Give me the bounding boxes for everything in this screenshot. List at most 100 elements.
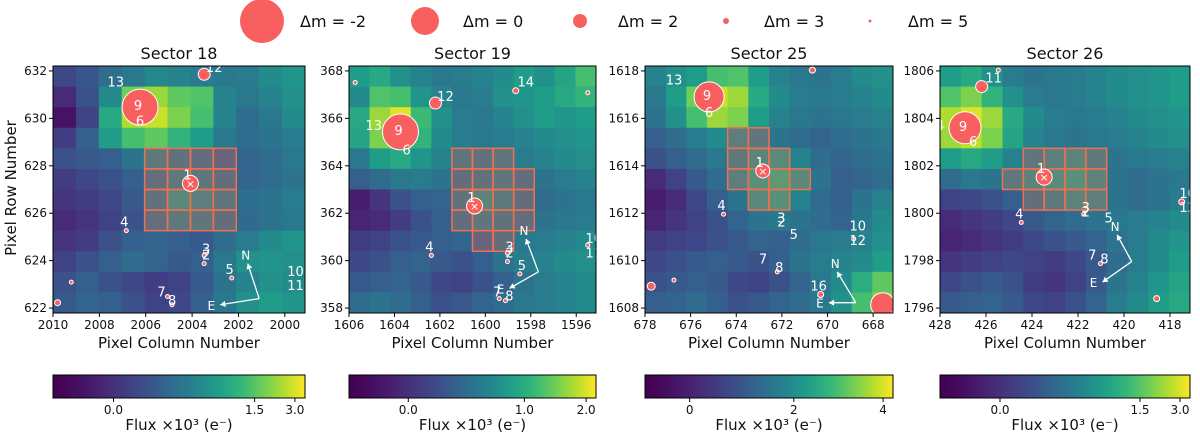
colorbar-label: Flux ×10³ (e⁻) [715, 416, 822, 434]
heatmap-cell [53, 292, 77, 313]
heatmap-cell [831, 66, 853, 88]
heatmap-cell [1065, 189, 1087, 211]
star-circle [693, 81, 725, 113]
heatmap-cell [554, 230, 576, 252]
star-marker: 9 [121, 88, 159, 126]
heatmap-cell [144, 292, 169, 313]
heatmap-cell [1065, 127, 1087, 149]
heatmap-cell [554, 148, 576, 170]
star-marker: 5 [517, 259, 526, 277]
heatmap-cell [707, 127, 729, 149]
heatmap-cell [534, 127, 556, 149]
heatmap-cell [960, 251, 983, 273]
heatmap-cell [831, 251, 853, 273]
heatmap-cell [493, 230, 515, 252]
heatmap-cell [1148, 168, 1170, 190]
heatmap-cell [259, 86, 283, 108]
heatmap-cell [1044, 107, 1066, 129]
star-circle [502, 298, 508, 304]
heatmap-cell [1169, 210, 1190, 232]
y-tick-label: 1796 [903, 301, 934, 315]
heatmap-cell [769, 251, 791, 273]
arrow-head [509, 283, 516, 289]
heatmap-cell [190, 127, 214, 149]
heatmap-cell [190, 271, 214, 293]
star-label: 10 [849, 220, 866, 235]
star-label: 11 [585, 246, 602, 261]
heatmap-cell [1106, 230, 1128, 252]
panel-title: Sector 18 [141, 44, 218, 63]
aperture-pixel [143, 168, 169, 191]
star-circle [428, 252, 434, 258]
aperture-pixel [492, 188, 515, 211]
star-circle [585, 242, 591, 248]
heatmap-cell [493, 168, 515, 190]
heatmap-cell [960, 66, 983, 88]
heatmap-cell [282, 210, 305, 232]
y-tick-label: 360 [320, 254, 343, 268]
heatmap-cell [707, 107, 729, 129]
heatmap-cell [769, 168, 791, 190]
heatmap-cell [748, 66, 770, 88]
heatmap-cell [144, 210, 169, 232]
heatmap-cell [665, 230, 687, 252]
heatmap-cell [940, 210, 962, 232]
heatmap-cell [810, 86, 832, 108]
x-tick-label: 1606 [334, 318, 365, 332]
heatmap-cell [1085, 148, 1108, 170]
star-label: 4 [120, 216, 128, 231]
heatmap-cell [810, 210, 832, 232]
heatmap-cell [213, 107, 237, 129]
y-tick-label: 366 [320, 111, 343, 125]
heatmap-cell [534, 251, 556, 273]
heatmap-cell [121, 230, 146, 252]
heatmap-cell [940, 66, 962, 88]
heatmap-cell [190, 107, 214, 129]
y-tick-label: 628 [24, 159, 47, 173]
colorbar-label: Flux ×10³ (e⁻) [125, 416, 232, 434]
heatmap-cell [1002, 86, 1024, 108]
heatmap-cell [1065, 292, 1087, 313]
star-circle [197, 67, 211, 81]
star-marker: 8 [774, 261, 783, 276]
star-label: 3 [1082, 201, 1090, 216]
heatmap-cell [686, 107, 708, 129]
heatmap-cell [534, 66, 556, 88]
heatmap-cell [513, 148, 535, 170]
heatmap-cell [53, 66, 77, 88]
heatmap-cell [472, 271, 494, 293]
star-circle [201, 252, 207, 258]
star-circle [504, 250, 510, 256]
aperture-pixel [726, 168, 750, 191]
colorbar: 0.0 1.5 3.0 Flux ×10³ (e⁻) [939, 374, 1191, 434]
heatmap-cell [1085, 251, 1108, 273]
heatmap-cell [554, 66, 576, 88]
star-circle [1178, 198, 1186, 206]
heatmap-cell [748, 251, 770, 273]
heatmap-cell [282, 86, 305, 108]
aperture-pixel [212, 188, 238, 211]
heatmap-cell [121, 168, 146, 190]
heatmap-cell [75, 210, 100, 232]
star-circle [381, 113, 419, 151]
heatmap-cell [369, 230, 391, 252]
target-cross: × [758, 165, 767, 178]
heatmap-cell [1106, 86, 1128, 108]
legend-marker [411, 7, 439, 35]
heatmap-cell [98, 230, 123, 252]
heatmap-cell [167, 271, 191, 293]
heatmap-cell [707, 230, 729, 252]
heatmap-cell [554, 251, 576, 273]
heatmap-cell [1023, 292, 1045, 313]
heatmap-cell [1002, 251, 1024, 273]
heatmap-cell [575, 127, 596, 149]
panel-frame [348, 65, 597, 314]
heatmap-cell [1065, 251, 1087, 273]
star-label: 8 [775, 261, 783, 276]
heatmap-cell [213, 210, 237, 232]
heatmap-cell [1127, 271, 1149, 293]
heatmap-cell [282, 127, 305, 149]
heatmap-cell [727, 107, 749, 129]
heatmap-cell [1169, 230, 1190, 252]
